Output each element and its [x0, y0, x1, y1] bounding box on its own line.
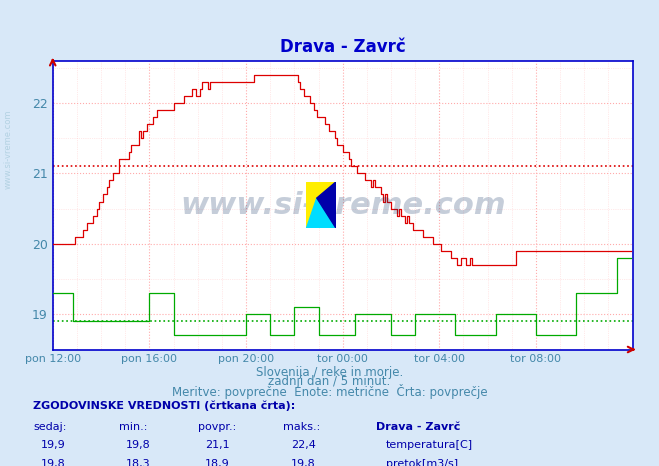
Text: 19,8: 19,8 [291, 459, 316, 466]
Text: Drava - Zavrč: Drava - Zavrč [376, 422, 460, 432]
Text: ZGODOVINSKE VREDNOSTI (črtkana črta):: ZGODOVINSKE VREDNOSTI (črtkana črta): [33, 401, 295, 411]
Text: 21,1: 21,1 [205, 440, 230, 450]
Text: Slovenija / reke in morje.: Slovenija / reke in morje. [256, 366, 403, 379]
Text: temperatura[C]: temperatura[C] [386, 440, 473, 450]
Text: 18,9: 18,9 [205, 459, 230, 466]
Title: Drava - Zavrč: Drava - Zavrč [280, 38, 405, 56]
Text: 18,3: 18,3 [126, 459, 151, 466]
Text: 19,8: 19,8 [126, 440, 151, 450]
Text: 19,9: 19,9 [40, 440, 65, 450]
Text: maks.:: maks.: [283, 422, 321, 432]
Text: min.:: min.: [119, 422, 147, 432]
Text: 19,8: 19,8 [40, 459, 65, 466]
Text: pretok[m3/s]: pretok[m3/s] [386, 459, 457, 466]
Text: zadnji dan / 5 minut.: zadnji dan / 5 minut. [268, 375, 391, 388]
Polygon shape [306, 198, 336, 228]
Text: www.si-vreme.com: www.si-vreme.com [3, 110, 13, 189]
Text: Meritve: povprečne  Enote: metrične  Črta: povprečje: Meritve: povprečne Enote: metrične Črta:… [172, 384, 487, 399]
Text: povpr.:: povpr.: [198, 422, 236, 432]
Text: sedaj:: sedaj: [33, 422, 67, 432]
Text: www.si-vreme.com: www.si-vreme.com [180, 191, 505, 219]
Polygon shape [317, 182, 336, 228]
Text: 22,4: 22,4 [291, 440, 316, 450]
